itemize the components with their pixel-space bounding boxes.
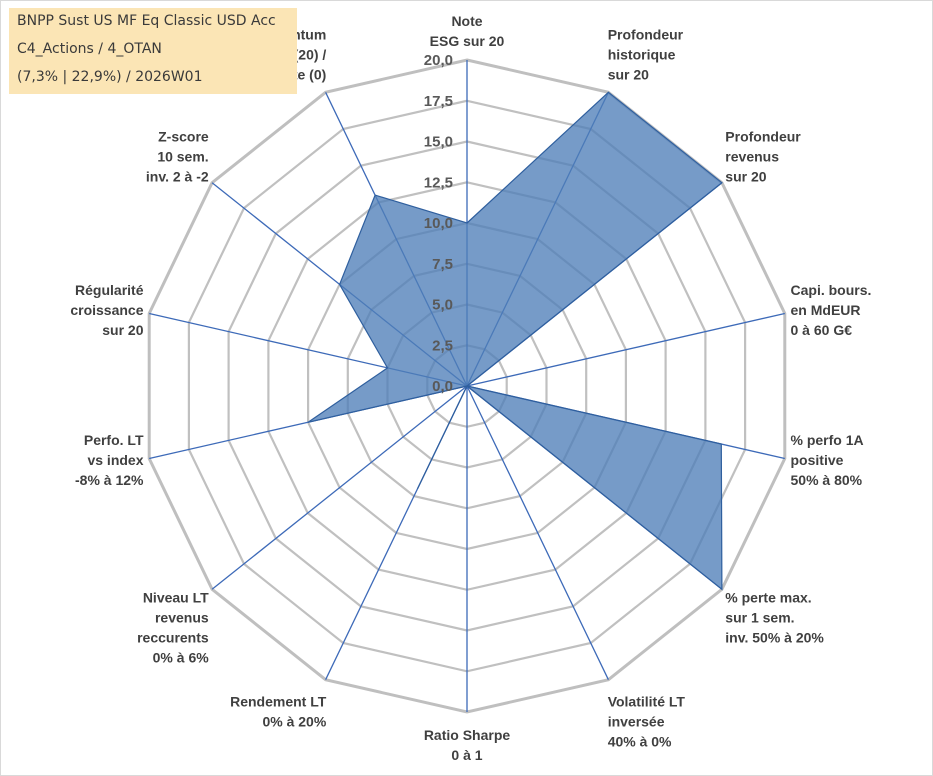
tick-label: 10,0 [424,215,453,232]
axis-label: Rendement LT 0% à 20% [230,694,327,730]
axis-label: % perte max. sur 1 sem. inv. 50% à 20% [725,590,824,646]
axis-label: Perfo. LT vs index -8% à 12% [75,432,144,488]
axis-label: Note ESG sur 20 [430,13,505,49]
tick-label: 15,0 [424,134,453,151]
axis-spoke [466,385,609,680]
axis-label: Capi. bours. en MdEUR 0 à 60 G€ [791,282,872,338]
tick-label: 0,0 [432,378,453,395]
tick-label: 17,5 [424,93,453,110]
tick-label: 12,5 [424,174,453,191]
title-line-fund: BNPP Sust US MF Eq Classic USD Acc [17,13,276,29]
tick-label: 7,5 [432,256,453,273]
axis-label: Régularité croissance sur 20 [70,282,143,338]
axis-spoke [211,385,468,590]
axis-label: Volatilité LT inversée 40% à 0% [608,694,686,750]
axis-label: Profondeur historique sur 20 [608,27,684,83]
title-line-category: C4_Actions / 4_OTAN [17,41,162,57]
series-area [307,91,723,591]
axis-label: Profondeur revenus sur 20 [725,128,801,184]
tick-label: 20,0 [424,52,453,69]
title-line-period: (7,3% | 22,9%) / 2026W01 [17,69,203,85]
axis-label: Z-score 10 sem. inv. 2 à -2 [146,128,209,184]
radar-series [307,91,723,591]
axis-label: Ratio Sharpe 0 à 1 [424,727,511,763]
tick-label: 2,5 [432,337,453,354]
axis-spoke [466,312,785,387]
radial-tick-labels: 0,0 2,5 5,0 7,5 10,0 12,5 15,0 17,5 20,0 [424,52,453,395]
axis-label: % perfo 1A positive 50% à 80% [791,432,864,488]
tick-label: 5,0 [432,297,453,314]
axis-label: Niveau LT revenus reccurents 0% à 6% [137,590,209,666]
title-box: BNPP Sust US MF Eq Classic USD Acc C4_Ac… [9,8,297,94]
